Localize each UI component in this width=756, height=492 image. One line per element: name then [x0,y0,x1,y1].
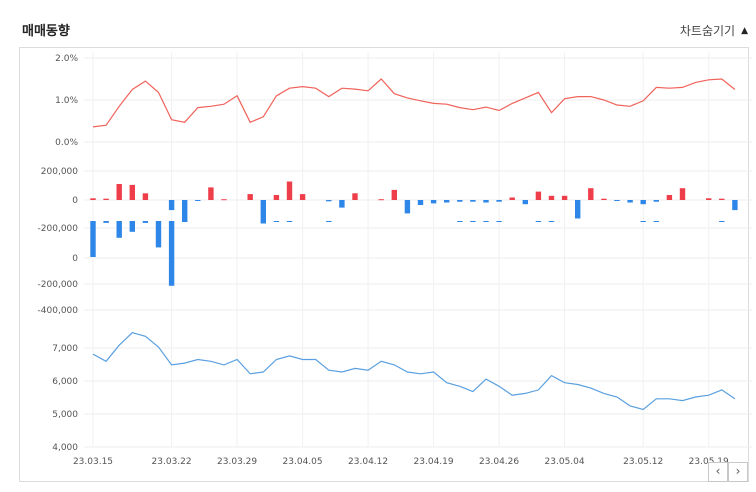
bar [103,198,109,200]
bar [483,200,489,203]
bar [260,200,266,224]
y-tick-label: 7,000 [52,344,78,354]
y-tick-label: -200,000 [38,224,79,234]
bar [548,195,555,200]
y-tick-label: 0 [72,254,78,264]
y-tick-label: 4,000 [52,443,78,453]
y-tick-label: 0.0% [55,138,78,148]
bar [142,221,149,223]
x-tick-label: 23.05.04 [545,457,585,467]
hide-chart-label: 차트숨기기 [679,24,736,38]
bar [483,221,489,222]
bar [155,221,162,248]
bar [627,200,633,203]
bar [103,221,109,223]
y-tick-label: -400,000 [38,306,79,316]
bar [391,189,397,200]
bar [457,200,463,202]
bar [457,221,463,222]
bar [509,197,515,200]
bar [430,200,437,204]
bar [535,191,542,200]
bar [129,221,135,232]
bar [417,200,424,205]
caret-up-icon: ▲ [741,25,748,36]
bar [732,200,738,211]
bar [142,193,149,200]
x-tick-label: 23.04.05 [283,457,323,467]
bar [129,184,135,200]
bar [679,188,686,200]
y-tick-label: 2.0% [55,54,78,64]
x-tick-label: 23.03.29 [217,457,257,467]
bar [575,200,581,219]
bar [588,188,594,200]
bar [221,199,227,201]
y-tick-label: 200,000 [41,167,78,177]
x-tick-label: 23.04.26 [479,457,519,467]
bar [286,221,293,222]
bar [404,200,411,214]
prev-button[interactable]: ‹ [708,462,728,482]
bar [168,200,175,211]
bar [182,221,188,222]
hide-chart-toggle[interactable]: 차트숨기기 ▲ [680,22,748,39]
bar [535,221,542,222]
bar [352,193,358,200]
bar [522,200,528,205]
y-tick-label: 0 [72,196,78,206]
x-tick-label: 23.03.15 [73,457,113,467]
bar [273,221,280,222]
bar [116,184,122,200]
bar [640,200,646,205]
bar [496,200,502,202]
bar [90,198,96,200]
bar [116,221,122,238]
bar [561,195,568,200]
bar [168,221,175,286]
y-tick-label: -200,000 [38,280,79,290]
bar [208,187,214,200]
bar [706,198,712,200]
y-tick-label: 5,000 [52,410,78,420]
bar [614,200,620,201]
bar [378,199,384,201]
bar [339,200,345,208]
bar [299,194,306,200]
chart-panel [19,47,749,482]
bar [666,195,673,200]
bar [496,221,502,222]
x-tick-label: 23.05.12 [623,457,663,467]
bar [653,221,659,222]
bar [195,200,201,201]
bar [470,221,476,222]
section-title: 매매동향 [22,24,70,39]
bar [601,198,607,200]
x-tick-label: 23.04.19 [414,457,454,467]
next-button[interactable]: › [728,462,748,482]
bar [653,200,659,202]
bar [247,194,253,200]
bar [548,221,555,222]
series-line-price [92,332,736,411]
bar [719,221,725,222]
bar [273,195,280,200]
bar [182,200,188,222]
x-tick-label: 23.04.12 [348,457,388,467]
x-tick-label: 23.03.22 [152,457,192,467]
bar [90,221,96,257]
bar [326,221,332,222]
y-tick-label: 1.0% [55,96,78,106]
bar [444,200,450,203]
series-line-rate [92,78,736,128]
bar [640,221,646,222]
bar [326,200,332,202]
y-tick-label: 6,000 [52,377,78,387]
bar [719,198,725,200]
bar [470,200,476,202]
bar [286,181,293,200]
